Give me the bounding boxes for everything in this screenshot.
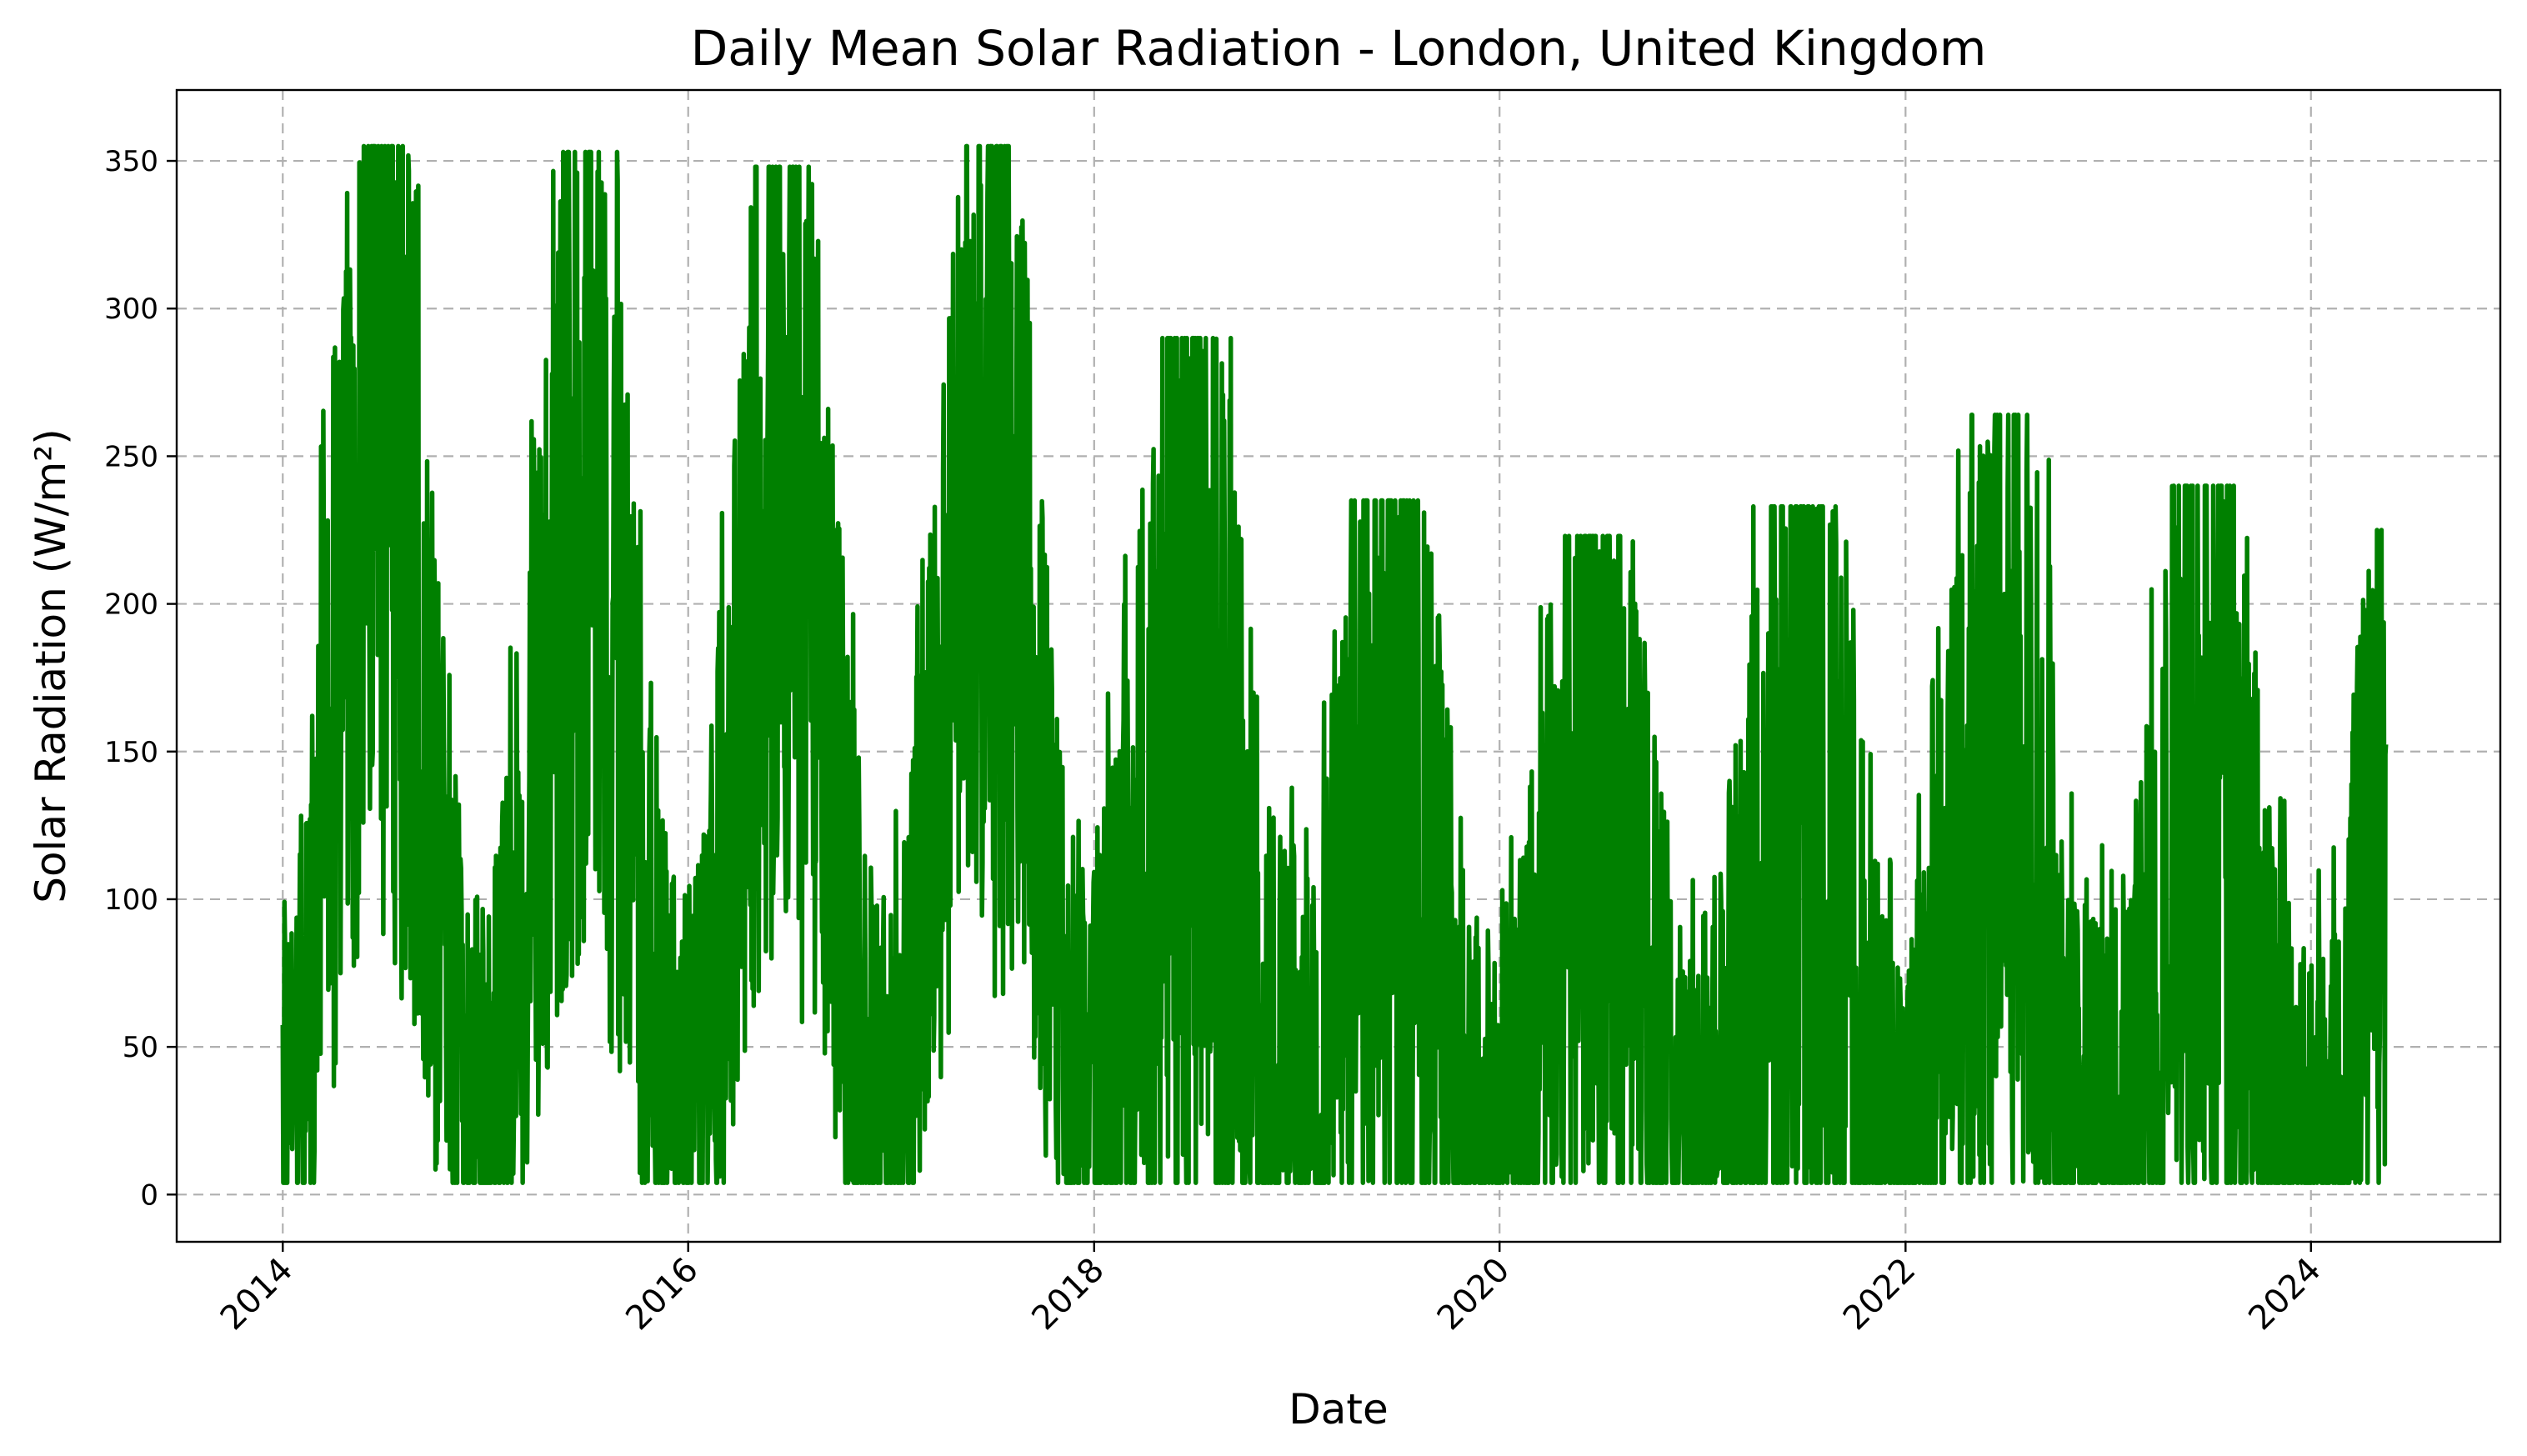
y-axis: 0 50 100 150 200 250 300 350: [104, 145, 177, 1212]
y-axis-label: Solar Radiation (W/m²): [27, 428, 75, 903]
y-tick-label: 250: [104, 440, 158, 473]
x-axis-label: Date: [1289, 1385, 1389, 1433]
y-tick-label: 350: [104, 145, 158, 178]
y-tick-label: 200: [104, 588, 158, 622]
series-line: [280, 143, 2389, 1185]
y-tick-label: 300: [104, 293, 158, 326]
y-tick-label: 50: [123, 1031, 158, 1064]
y-tick-label: 100: [104, 883, 158, 917]
plot-frame: [175, 88, 2502, 1243]
y-tick-label: 0: [140, 1178, 158, 1212]
chart-title: Daily Mean Solar Radiation - London, Uni…: [691, 20, 1987, 77]
series-layer: [280, 143, 2389, 1185]
y-tick-label: 150: [104, 736, 158, 769]
